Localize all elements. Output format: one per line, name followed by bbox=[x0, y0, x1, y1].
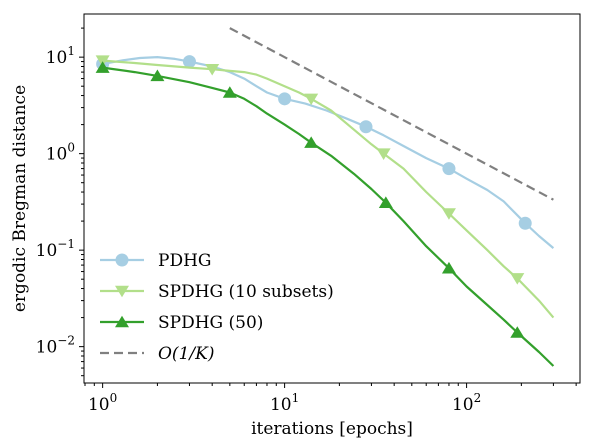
legend: PDHG SPDHG (10 subsets) SPDHG (50) O(1/K) bbox=[100, 251, 334, 364]
series-1-marker-2 bbox=[304, 93, 319, 106]
series-1-marker-3 bbox=[376, 148, 391, 160]
y-tick-label-1: 10−1 bbox=[36, 237, 75, 261]
ticks-layer: 100 101 102 10−2 10−1 100 101 bbox=[36, 27, 577, 415]
series-line-0 bbox=[102, 56, 555, 249]
series-1 bbox=[95, 55, 555, 319]
series-2-marker-2 bbox=[222, 86, 237, 98]
legend-label-3: O(1/K) bbox=[158, 344, 214, 364]
series-0-marker-5 bbox=[518, 216, 532, 230]
x-tick-label-1: 101 bbox=[270, 391, 299, 415]
series-0-marker-1 bbox=[182, 55, 196, 69]
series-1-marker-1 bbox=[205, 63, 220, 76]
series-0-marker-4 bbox=[442, 162, 456, 176]
series-1-marker-0 bbox=[95, 55, 110, 67]
series-2-marker-4 bbox=[378, 196, 393, 208]
series-2-marker-3 bbox=[304, 136, 319, 148]
series-2 bbox=[95, 61, 555, 367]
x-axis-label: iterations [epochs] bbox=[251, 419, 413, 439]
series-0-marker-2 bbox=[278, 92, 292, 106]
legend-label-1: SPDHG (10 subsets) bbox=[158, 282, 334, 302]
series-2-marker-6 bbox=[510, 326, 525, 338]
legend-label-0: PDHG bbox=[158, 251, 211, 271]
series-2-marker-5 bbox=[441, 261, 456, 274]
y-tick-label-3: 101 bbox=[46, 44, 75, 68]
series-2-marker-1 bbox=[150, 69, 165, 82]
plot-frame bbox=[83, 13, 581, 384]
x-tick-label-2: 102 bbox=[452, 391, 481, 415]
y-tick-label-2: 100 bbox=[46, 141, 75, 165]
series-1-marker-5 bbox=[510, 273, 525, 285]
legend-marker-1 bbox=[115, 285, 129, 298]
series-2-marker-0 bbox=[95, 61, 110, 73]
y-tick-label-0: 10−2 bbox=[36, 334, 75, 358]
x-tick-label-0: 100 bbox=[88, 391, 117, 415]
legend-marker-0 bbox=[115, 253, 129, 267]
legend-label-2: SPDHG (50) bbox=[158, 313, 263, 333]
legend-marker-2 bbox=[115, 315, 129, 328]
series-3 bbox=[229, 27, 554, 201]
series-layer bbox=[95, 27, 555, 367]
y-axis-label: ergodic Bregman distance bbox=[10, 85, 30, 312]
series-line-2 bbox=[102, 66, 555, 367]
series-line-3 bbox=[229, 27, 554, 201]
series-0-marker-3 bbox=[359, 120, 373, 134]
series-1-marker-4 bbox=[441, 208, 456, 220]
